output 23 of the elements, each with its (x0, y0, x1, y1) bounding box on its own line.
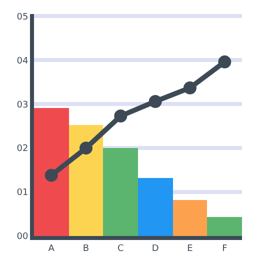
point (218, 55, 232, 68)
x-tick-label: D (152, 244, 159, 254)
y-tick-label: 00 (16, 232, 28, 242)
y-tick-label: 04 (16, 56, 28, 66)
y-tick-label: 02 (16, 144, 28, 154)
point (44, 168, 58, 182)
y-tick-label: 03 (16, 100, 28, 110)
bar (207, 217, 242, 236)
x-tick-label: A (48, 244, 56, 254)
y-tick-label: 05 (16, 12, 28, 22)
bar (173, 200, 207, 236)
point (114, 109, 128, 122)
bar (138, 178, 173, 236)
point (148, 94, 162, 108)
x-tick-label: B (82, 244, 90, 254)
x-tick-label: C (118, 244, 124, 254)
x-tick-label: F (222, 244, 228, 254)
bar (69, 125, 103, 236)
bar (103, 148, 138, 236)
point (80, 142, 92, 155)
x-tick-label: E (187, 244, 194, 254)
point (184, 81, 196, 94)
y-tick-label: 01 (16, 188, 28, 198)
